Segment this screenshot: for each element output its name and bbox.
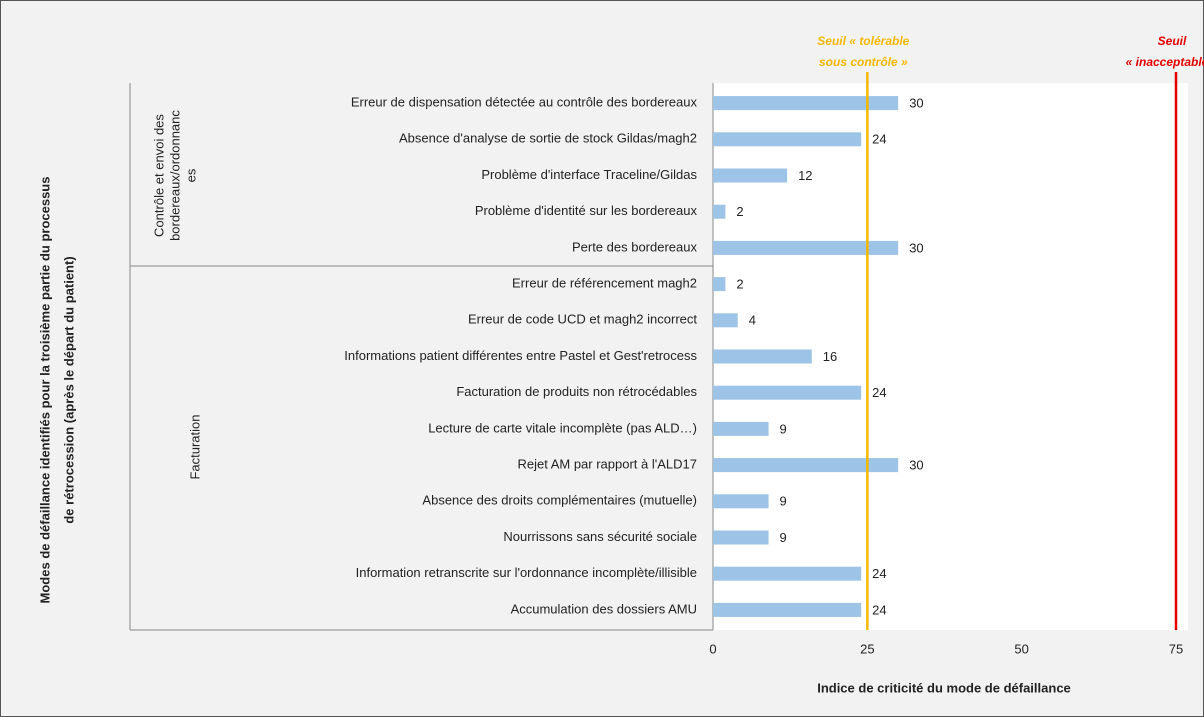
bar xyxy=(713,566,862,581)
data-label: 2 xyxy=(736,204,743,219)
data-label: 4 xyxy=(749,313,756,328)
y-tick-label: Rejet AM par rapport à l'ALD17 xyxy=(517,457,697,472)
bar xyxy=(713,530,769,545)
y-tick-label: Informations patient différentes entre P… xyxy=(344,348,697,363)
y-tick-label: Problème d'interface Traceline/Gildas xyxy=(481,167,697,182)
data-label: 12 xyxy=(798,168,812,183)
bar xyxy=(713,602,862,617)
y-tick-label: Erreur de référencement magh2 xyxy=(512,276,697,291)
group-label: Contrôle et envoi des xyxy=(151,114,166,237)
y-tick-label: Lecture de carte vitale incomplète (pas … xyxy=(428,420,697,435)
y-tick-label: Information retranscrite sur l'ordonnanc… xyxy=(356,565,697,580)
data-label: 24 xyxy=(872,566,886,581)
data-label: 24 xyxy=(872,385,886,400)
x-axis-title: Indice de criticité du mode de défaillan… xyxy=(817,680,1071,695)
data-label: 9 xyxy=(780,530,787,545)
x-tick-label: 50 xyxy=(1014,641,1028,656)
data-label: 16 xyxy=(823,349,837,364)
y-tick-label: Facturation de produits non rétrocédable… xyxy=(456,384,697,399)
y-tick-label: Perte des bordereaux xyxy=(572,239,698,254)
bar xyxy=(713,240,899,255)
data-label: 9 xyxy=(780,421,787,436)
y-tick-label: Erreur de dispensation détectée au contr… xyxy=(351,95,698,110)
data-label: 24 xyxy=(872,132,886,147)
data-label: 30 xyxy=(909,240,923,255)
data-label: 24 xyxy=(872,602,886,617)
y-tick-label: Absence d'analyse de sortie de stock Gil… xyxy=(399,131,697,146)
y-axis-title: de rétrocession (après le départ du pati… xyxy=(61,256,76,523)
bar xyxy=(713,96,899,111)
data-label: 30 xyxy=(909,96,923,111)
bar xyxy=(713,204,726,219)
data-label: 30 xyxy=(909,458,923,473)
y-axis-title: Modes de défaillance identifiés pour la … xyxy=(37,177,52,604)
bar xyxy=(713,494,769,509)
data-label: 2 xyxy=(736,277,743,292)
bar xyxy=(713,458,899,473)
threshold-label: sous contrôle » xyxy=(819,55,908,69)
group-label: Facturation xyxy=(187,414,202,479)
data-label: 9 xyxy=(780,494,787,509)
bar xyxy=(713,421,769,436)
threshold-label: Seuil « tolérable xyxy=(817,34,909,48)
y-tick-label: Accumulation des dossiers AMU xyxy=(511,601,697,616)
bar xyxy=(713,385,862,400)
y-tick-label: Problème d'identité sur les bordereaux xyxy=(475,203,698,218)
group-label: es xyxy=(183,168,198,182)
group-label: bordereaux/ordonnanc xyxy=(167,110,182,241)
threshold-label: Seuil xyxy=(1158,34,1187,48)
x-tick-label: 25 xyxy=(860,641,874,656)
bar xyxy=(713,132,862,147)
bar xyxy=(713,277,726,292)
bar xyxy=(713,313,738,328)
y-tick-label: Nourrissons sans sécurité sociale xyxy=(503,529,697,544)
bar xyxy=(713,349,812,364)
y-tick-label: Erreur de code UCD et magh2 incorrect xyxy=(468,312,697,327)
y-tick-label: Absence des droits complémentaires (mutu… xyxy=(422,493,697,508)
x-tick-label: 0 xyxy=(709,641,716,656)
threshold-label: « inacceptable » xyxy=(1126,55,1204,69)
bar xyxy=(713,168,788,183)
x-tick-label: 75 xyxy=(1169,641,1183,656)
